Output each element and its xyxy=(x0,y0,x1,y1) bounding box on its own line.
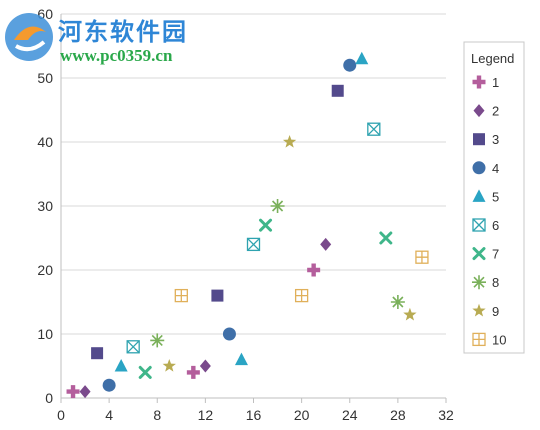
x-tick-label: 24 xyxy=(342,407,358,423)
x-tick-label: 12 xyxy=(198,407,214,423)
data-point-series-10 xyxy=(294,288,309,303)
legend-label: 10 xyxy=(492,332,506,347)
data-point-series-5 xyxy=(355,51,369,65)
legend-label: 6 xyxy=(492,218,499,233)
watermark-url: www.pc0359.cn xyxy=(60,46,173,65)
data-point-series-5 xyxy=(114,359,128,372)
legend-marker-9 xyxy=(472,303,486,317)
data-point-series-4 xyxy=(222,327,236,341)
legend-marker-2 xyxy=(473,104,485,118)
data-point-series-7 xyxy=(138,365,152,379)
data-point-series-8 xyxy=(150,333,165,348)
data-point-series-2 xyxy=(79,385,91,399)
legend-label: 3 xyxy=(492,132,499,147)
legend-label: 1 xyxy=(492,75,499,90)
y-tick-label: 50 xyxy=(37,70,53,86)
y-tick-label: 20 xyxy=(37,262,53,278)
gridlines xyxy=(61,13,446,335)
data-point-series-6 xyxy=(126,340,140,354)
data-point-series-2 xyxy=(199,359,211,373)
data-point-series-2 xyxy=(320,237,332,251)
legend-label: 4 xyxy=(492,161,499,176)
legend-box xyxy=(463,41,525,354)
data-point-series-8 xyxy=(270,199,285,213)
data-point-series-3 xyxy=(331,84,344,97)
data-point-series-9 xyxy=(282,135,297,148)
data-point-series-1 xyxy=(186,365,200,379)
data-point-series-7 xyxy=(379,231,393,245)
y-tick-label: 40 xyxy=(37,134,53,150)
legend: Legend 1 2 3 4 5 6 7 8 9 10 xyxy=(463,41,525,354)
data-point-series-1 xyxy=(66,385,80,399)
data-point-series-1 xyxy=(307,263,321,277)
watermark-title: 河东软件园 xyxy=(58,17,188,46)
data-points xyxy=(66,51,429,399)
data-point-series-10 xyxy=(415,250,429,264)
data-point-series-4 xyxy=(343,58,357,72)
watermark: 河东软件园 www.pc0359.cn xyxy=(0,6,210,68)
legend-label: 7 xyxy=(492,247,499,262)
data-point-series-6 xyxy=(246,237,261,252)
legend-marker-5 xyxy=(472,189,486,202)
data-point-series-6 xyxy=(367,122,381,136)
legend-marker-4 xyxy=(472,161,486,175)
data-point-series-3 xyxy=(211,289,224,302)
legend-marker-3 xyxy=(473,133,485,146)
x-tick-label: 20 xyxy=(294,407,310,423)
legend-label: 8 xyxy=(492,275,499,290)
data-point-series-4 xyxy=(102,378,116,392)
data-point-series-9 xyxy=(403,307,417,321)
legend-marker-8 xyxy=(472,275,486,290)
y-tick-label: 0 xyxy=(45,390,53,406)
data-point-series-9 xyxy=(162,359,176,372)
y-tick-label: 30 xyxy=(37,198,53,214)
legend-label: 9 xyxy=(492,304,499,319)
x-tick-label: 4 xyxy=(105,407,113,423)
legend-marker-6 xyxy=(472,218,486,232)
legend-marker-1 xyxy=(472,75,486,89)
legend-label: 2 xyxy=(492,104,499,119)
data-point-series-5 xyxy=(234,352,248,366)
data-point-series-3 xyxy=(91,347,104,360)
x-tick-label: 32 xyxy=(438,407,454,423)
logo-icon xyxy=(5,13,53,61)
legend-marker-10 xyxy=(472,332,486,347)
legend-title: Legend xyxy=(471,51,514,66)
x-tick-label: 28 xyxy=(390,407,406,423)
data-point-series-7 xyxy=(259,218,273,232)
data-point-series-8 xyxy=(390,295,405,309)
legend-marker-7 xyxy=(472,247,486,261)
data-point-series-10 xyxy=(174,288,188,303)
y-tick-label: 10 xyxy=(37,326,53,342)
x-tick-label: 8 xyxy=(153,407,161,423)
legend-label: 5 xyxy=(492,189,499,204)
x-tick-label: 16 xyxy=(246,407,262,423)
x-tick-label: 0 xyxy=(57,407,65,423)
